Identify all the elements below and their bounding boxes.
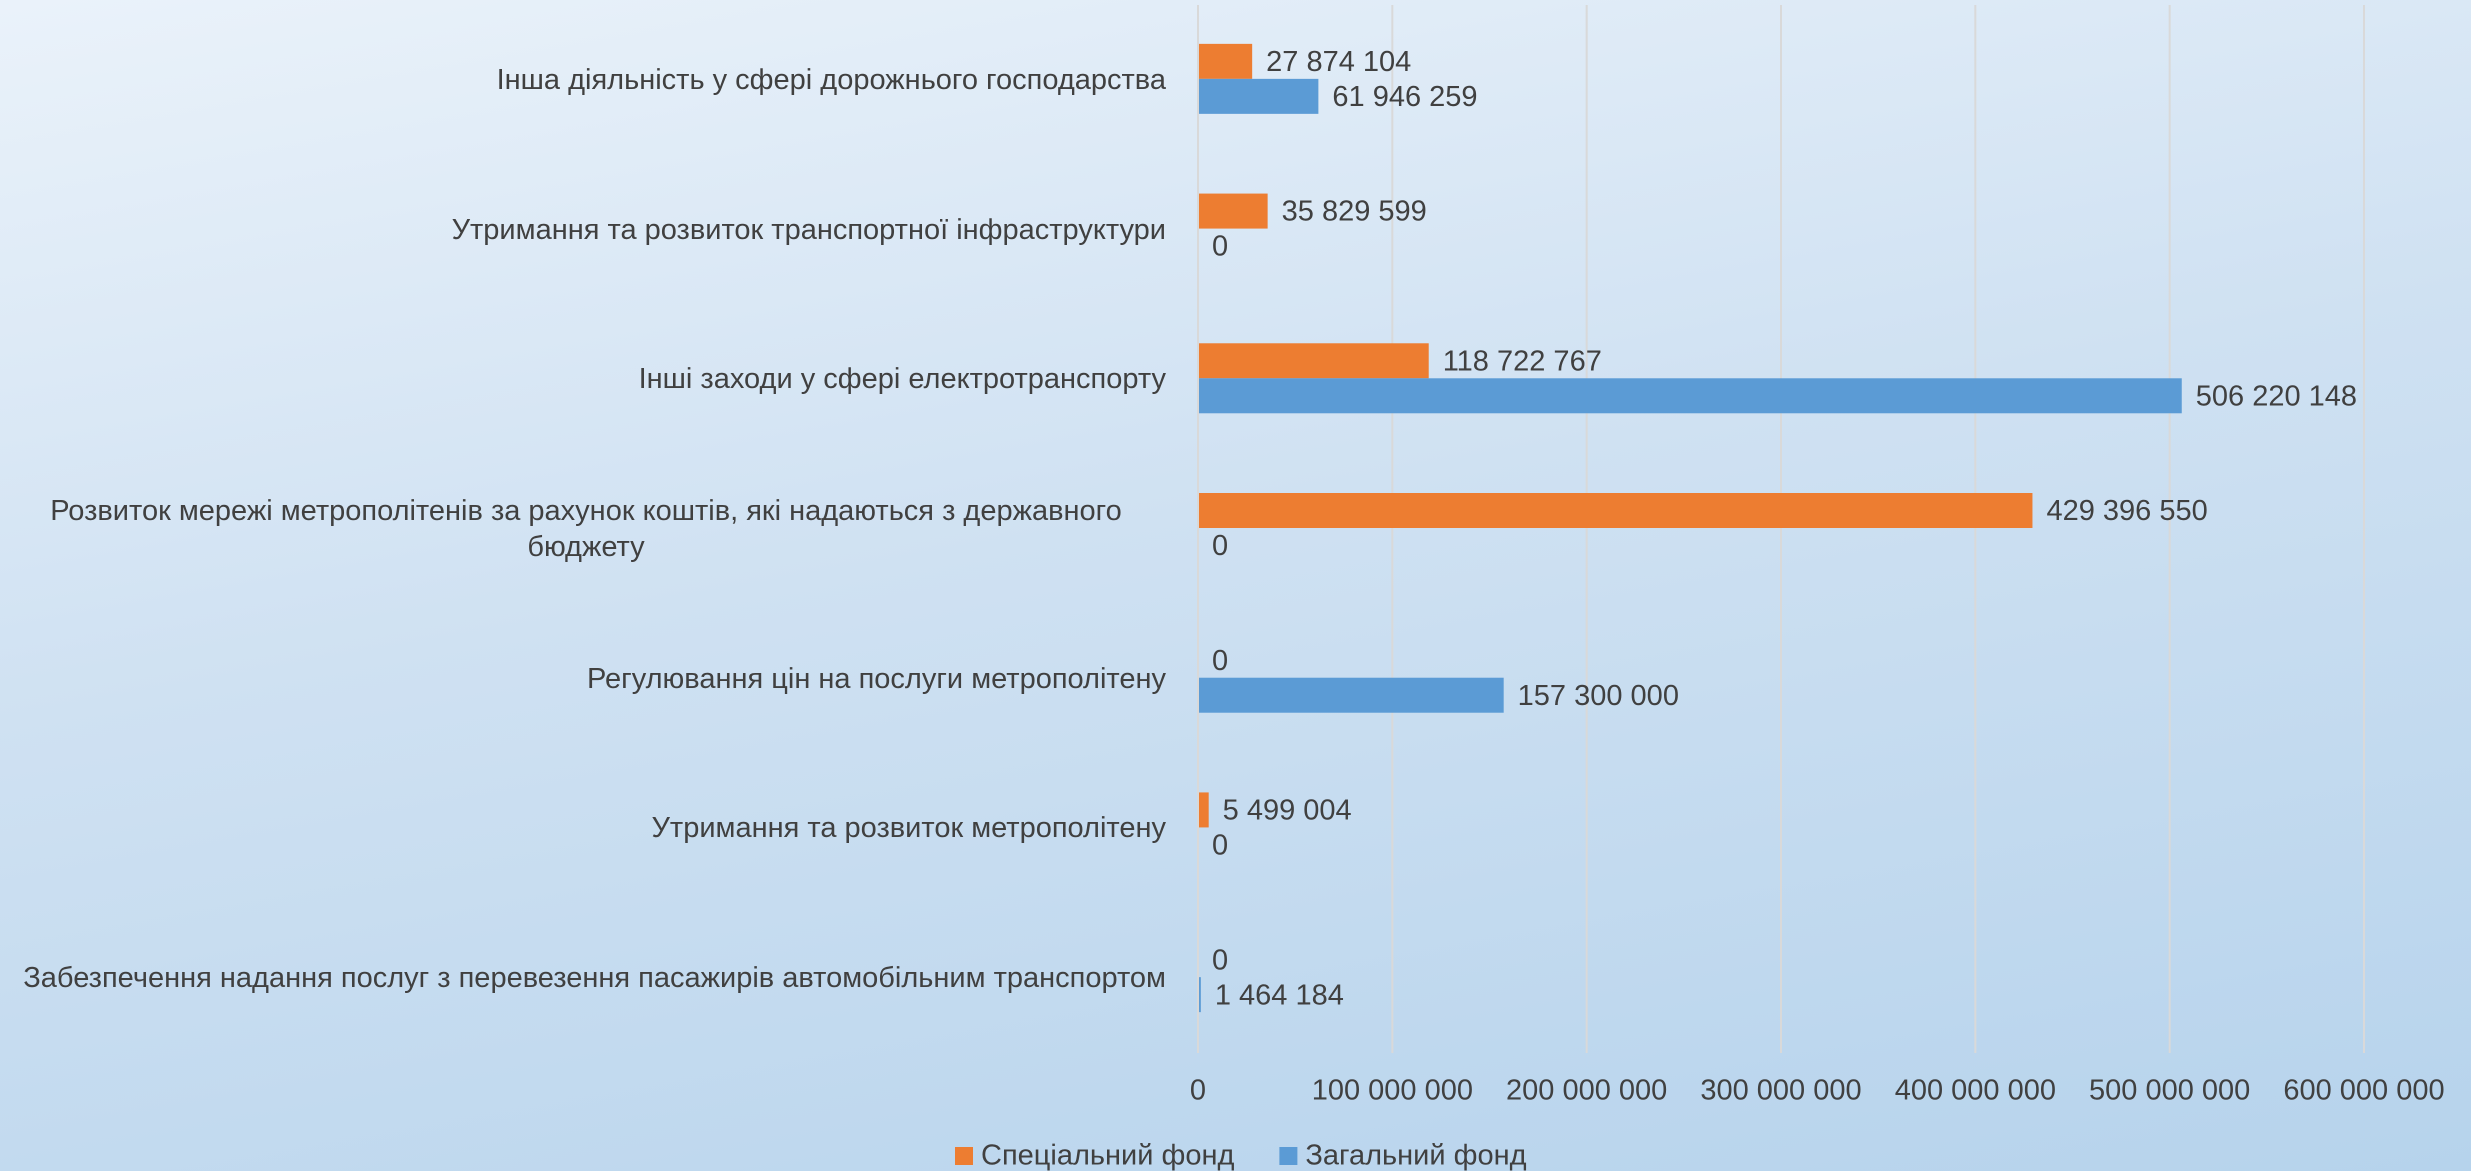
x-tick-label: 400 000 000 xyxy=(1895,1075,2056,1107)
value-label: 157 300 000 xyxy=(1518,680,1679,712)
category-text: Утримання та розвиток транспортної інфра… xyxy=(451,213,1166,246)
category-label: Інша діяльність у сфері дорожнього госпо… xyxy=(6,62,1166,98)
legend-swatch xyxy=(1279,1147,1298,1165)
value-label: 0 xyxy=(1212,830,1228,862)
category-label: Інші заходи у сфері електротранспорту xyxy=(6,361,1166,397)
value-label: 0 xyxy=(1212,530,1228,562)
value-label: 0 xyxy=(1212,231,1228,263)
bar xyxy=(1198,493,2033,528)
value-label: 118 722 767 xyxy=(1443,345,1602,377)
legend-swatch xyxy=(955,1147,973,1165)
value-label: 0 xyxy=(1212,645,1228,677)
category-text: Регулювання цін на послуги метрополітену xyxy=(586,662,1166,695)
x-tick-label: 500 000 000 xyxy=(2089,1075,2250,1107)
value-label: 27 874 104 xyxy=(1266,46,1411,78)
value-label: 35 829 599 xyxy=(1282,196,1427,228)
category-label: Забезпечення надання послуг з перевезенн… xyxy=(6,960,1166,996)
x-tick-label: 600 000 000 xyxy=(2283,1075,2444,1107)
bar xyxy=(1198,792,1209,828)
value-label: 5 499 004 xyxy=(1223,795,1352,827)
bar xyxy=(1198,78,1319,114)
category-text: Інші заходи у сфері електротранспорту xyxy=(638,363,1166,396)
category-label: Утримання та розвиток транспортної інфра… xyxy=(6,212,1166,248)
x-tick-label: 100 000 000 xyxy=(1312,1075,1473,1107)
bar xyxy=(1198,378,2182,414)
x-tick-label: 300 000 000 xyxy=(1700,1075,1861,1107)
category-text: Забезпечення надання послуг з перевезенн… xyxy=(23,962,1166,995)
category-text: Інша діяльність у сфері дорожнього госпо… xyxy=(496,63,1166,96)
category-label: Розвиток мережі метрополітенів за рахуно… xyxy=(6,493,1166,565)
x-tick-label: 0 xyxy=(1190,1075,1206,1107)
x-tick-label: 200 000 000 xyxy=(1506,1075,1667,1107)
bar xyxy=(1198,677,1504,713)
bar xyxy=(1198,977,1201,1013)
value-label: 0 xyxy=(1212,944,1228,976)
value-label: 1 464 184 xyxy=(1215,979,1344,1011)
value-label: 61 946 259 xyxy=(1332,81,1477,113)
category-text: Утримання та розвиток метрополітену xyxy=(651,812,1167,845)
category-label: Утримання та розвиток метрополітену xyxy=(6,810,1167,846)
bar xyxy=(1198,193,1268,229)
legend-label: Загальний фонд xyxy=(1305,1140,1526,1171)
value-label: 429 396 550 xyxy=(2046,495,2207,527)
bar xyxy=(1198,343,1429,379)
category-label: Регулювання цін на послуги метрополітену xyxy=(6,661,1166,697)
bar xyxy=(1198,43,1253,79)
category-text: Розвиток мережі метрополітенів за рахуно… xyxy=(50,495,1122,563)
legend-label: Спеціальний фонд xyxy=(981,1140,1234,1171)
value-label: 506 220 148 xyxy=(2196,380,2357,412)
